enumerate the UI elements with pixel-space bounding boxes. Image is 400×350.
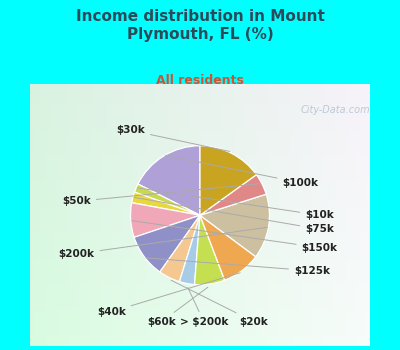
Text: $30k: $30k	[116, 125, 230, 152]
Text: All residents: All residents	[156, 74, 244, 86]
Text: $150k: $150k	[132, 221, 338, 253]
Text: $60k: $60k	[147, 287, 208, 327]
Text: $50k: $50k	[62, 184, 261, 206]
Text: $10k: $10k	[137, 188, 334, 220]
Text: $75k: $75k	[134, 197, 334, 234]
Text: $20k: $20k	[171, 280, 268, 327]
Wedge shape	[180, 215, 200, 285]
Wedge shape	[194, 215, 225, 285]
Wedge shape	[160, 215, 200, 282]
Wedge shape	[200, 175, 266, 215]
Wedge shape	[200, 215, 256, 280]
Wedge shape	[200, 146, 256, 215]
Text: > $200k: > $200k	[180, 287, 228, 327]
Text: $40k: $40k	[97, 273, 240, 317]
Wedge shape	[138, 146, 200, 215]
Text: $125k: $125k	[146, 258, 330, 276]
Wedge shape	[200, 194, 270, 257]
Text: City-Data.com: City-Data.com	[300, 105, 370, 115]
Text: $100k: $100k	[166, 155, 318, 188]
Wedge shape	[134, 184, 200, 215]
Wedge shape	[134, 215, 200, 272]
Wedge shape	[130, 203, 200, 237]
Text: Income distribution in Mount
Plymouth, FL (%): Income distribution in Mount Plymouth, F…	[76, 9, 324, 42]
Text: $200k: $200k	[58, 228, 267, 259]
Wedge shape	[132, 192, 200, 215]
